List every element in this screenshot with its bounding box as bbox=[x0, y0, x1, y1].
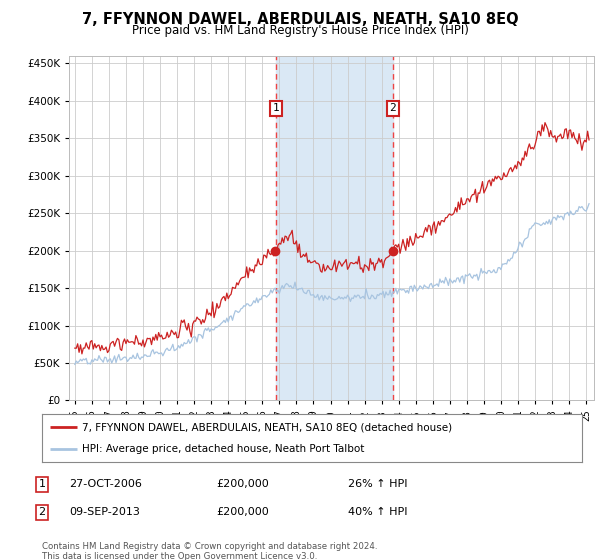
Text: Contains HM Land Registry data © Crown copyright and database right 2024.
This d: Contains HM Land Registry data © Crown c… bbox=[42, 542, 377, 560]
Text: £200,000: £200,000 bbox=[216, 507, 269, 517]
Text: 7, FFYNNON DAWEL, ABERDULAIS, NEATH, SA10 8EQ (detached house): 7, FFYNNON DAWEL, ABERDULAIS, NEATH, SA1… bbox=[83, 422, 452, 432]
Text: HPI: Average price, detached house, Neath Port Talbot: HPI: Average price, detached house, Neat… bbox=[83, 444, 365, 454]
Text: 2: 2 bbox=[389, 104, 396, 114]
Bar bbox=[276, 56, 392, 400]
Text: 27-OCT-2006: 27-OCT-2006 bbox=[69, 479, 142, 489]
Text: 1: 1 bbox=[272, 104, 279, 114]
Text: £200,000: £200,000 bbox=[216, 479, 269, 489]
Text: 7, FFYNNON DAWEL, ABERDULAIS, NEATH, SA10 8EQ: 7, FFYNNON DAWEL, ABERDULAIS, NEATH, SA1… bbox=[82, 12, 518, 27]
Text: 09-SEP-2013: 09-SEP-2013 bbox=[69, 507, 140, 517]
Text: 40% ↑ HPI: 40% ↑ HPI bbox=[348, 507, 407, 517]
Text: 2: 2 bbox=[38, 507, 46, 517]
Text: 1: 1 bbox=[38, 479, 46, 489]
Text: Price paid vs. HM Land Registry's House Price Index (HPI): Price paid vs. HM Land Registry's House … bbox=[131, 24, 469, 36]
Text: 26% ↑ HPI: 26% ↑ HPI bbox=[348, 479, 407, 489]
